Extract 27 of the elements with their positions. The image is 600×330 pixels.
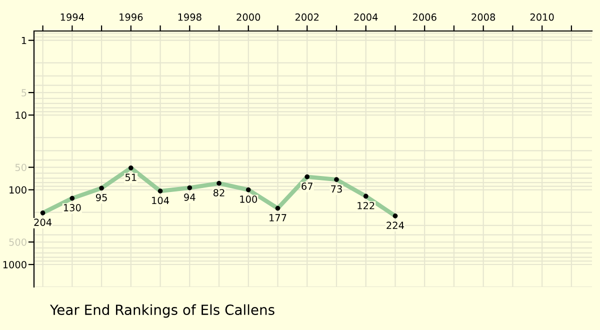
x-tick-label: 2006 bbox=[412, 13, 436, 21]
x-tick-label: 2008 bbox=[472, 13, 496, 21]
x-tick-label: 1996 bbox=[120, 13, 143, 21]
y-tick-label: 100 bbox=[10, 186, 26, 194]
text: Year End Rankings of Els Callens bbox=[50, 304, 274, 318]
data-label: 94 bbox=[184, 194, 196, 201]
data-label: 82 bbox=[213, 189, 224, 196]
data-label: 204 bbox=[34, 218, 52, 226]
y-tick-label: 1 bbox=[22, 36, 26, 44]
data-label: 95 bbox=[96, 194, 107, 202]
data-label: 67 bbox=[302, 182, 312, 190]
y-tick-label: 1000 bbox=[3, 260, 26, 268]
data-label: 73 bbox=[331, 185, 342, 193]
x-tick-label: 2000 bbox=[236, 13, 260, 21]
x-tick-label: 2010 bbox=[530, 13, 554, 21]
data-label: 177 bbox=[270, 214, 286, 222]
data-label: 104 bbox=[152, 196, 170, 204]
data-label: 100 bbox=[240, 196, 258, 203]
x-tick-label: 1998 bbox=[178, 13, 202, 21]
x-tick-label: 2002 bbox=[295, 13, 319, 21]
y-tick-label: 10 bbox=[16, 112, 26, 119]
x-tick-label: 2004 bbox=[354, 13, 378, 21]
data-label: 224 bbox=[386, 222, 404, 229]
data-label: 51 bbox=[125, 174, 136, 182]
data-label: 122 bbox=[358, 202, 374, 210]
data-label: 130 bbox=[64, 204, 81, 212]
x-tick-label: 1994 bbox=[60, 13, 84, 21]
